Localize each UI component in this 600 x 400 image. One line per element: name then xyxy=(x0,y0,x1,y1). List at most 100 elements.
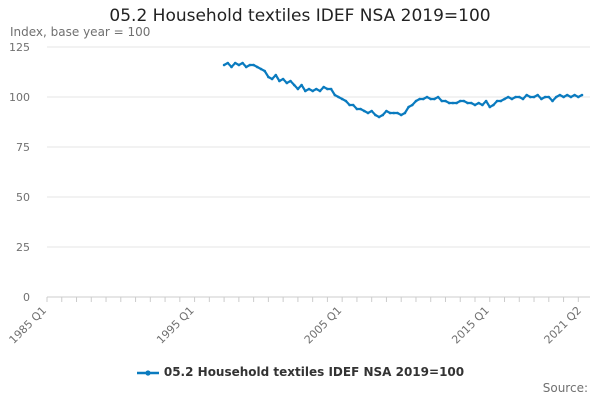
data-point[interactable] xyxy=(529,95,532,99)
data-point[interactable] xyxy=(333,93,337,97)
data-point[interactable] xyxy=(554,95,558,99)
data-point[interactable] xyxy=(348,103,351,107)
data-point[interactable] xyxy=(300,83,303,87)
data-point[interactable] xyxy=(429,97,433,101)
data-point[interactable] xyxy=(473,103,477,107)
data-point[interactable] xyxy=(484,99,488,103)
data-point[interactable] xyxy=(458,99,462,103)
data-point[interactable] xyxy=(233,61,237,65)
data-point[interactable] xyxy=(414,99,418,103)
data-point[interactable] xyxy=(374,113,377,117)
data-point[interactable] xyxy=(366,111,370,115)
data-point[interactable] xyxy=(558,93,562,97)
data-point[interactable] xyxy=(226,61,230,65)
legend[interactable]: 05.2 Household textiles IDEF NSA 2019=10… xyxy=(0,365,600,379)
data-point[interactable] xyxy=(477,101,481,105)
data-point[interactable] xyxy=(296,87,300,91)
data-point[interactable] xyxy=(403,111,407,115)
data-point[interactable] xyxy=(551,99,554,103)
data-point[interactable] xyxy=(447,101,451,105)
data-point[interactable] xyxy=(337,95,340,99)
data-point[interactable] xyxy=(440,99,444,103)
data-point[interactable] xyxy=(285,81,289,85)
data-point[interactable] xyxy=(392,111,396,115)
data-point[interactable] xyxy=(259,67,263,71)
data-point[interactable] xyxy=(466,101,469,105)
data-point[interactable] xyxy=(230,65,233,69)
data-point[interactable] xyxy=(267,75,270,79)
data-point[interactable] xyxy=(518,95,521,99)
data-point[interactable] xyxy=(388,111,392,115)
data-point[interactable] xyxy=(274,73,278,77)
data-point[interactable] xyxy=(451,101,455,105)
data-point[interactable] xyxy=(248,63,252,67)
data-point[interactable] xyxy=(525,93,528,97)
data-point[interactable] xyxy=(363,109,366,113)
data-point[interactable] xyxy=(241,61,244,65)
data-point[interactable] xyxy=(565,93,569,97)
data-point[interactable] xyxy=(396,111,399,115)
data-point[interactable] xyxy=(377,115,381,119)
data-point[interactable] xyxy=(433,97,436,101)
data-point[interactable] xyxy=(580,93,584,97)
data-point[interactable] xyxy=(326,87,329,91)
data-point[interactable] xyxy=(499,99,503,103)
data-point[interactable] xyxy=(289,79,292,83)
data-point[interactable] xyxy=(411,103,414,107)
data-point[interactable] xyxy=(304,89,307,93)
data-point[interactable] xyxy=(577,95,580,99)
data-point[interactable] xyxy=(481,103,484,107)
data-point[interactable] xyxy=(573,93,576,97)
data-point[interactable] xyxy=(381,113,385,117)
data-point[interactable] xyxy=(263,69,267,73)
data-point[interactable] xyxy=(503,97,506,101)
data-point[interactable] xyxy=(462,99,466,103)
data-point[interactable] xyxy=(355,107,359,111)
data-point[interactable] xyxy=(344,99,348,103)
data-point[interactable] xyxy=(547,95,551,99)
data-point[interactable] xyxy=(278,79,281,83)
data-point[interactable] xyxy=(307,87,311,91)
data-point[interactable] xyxy=(506,95,510,99)
data-point[interactable] xyxy=(521,97,525,101)
data-point[interactable] xyxy=(270,77,274,81)
gridlines xyxy=(47,46,590,298)
data-point[interactable] xyxy=(351,103,355,107)
data-point[interactable] xyxy=(281,77,285,81)
data-point[interactable] xyxy=(340,97,344,101)
data-point[interactable] xyxy=(455,101,458,105)
data-point[interactable] xyxy=(425,95,429,99)
data-point[interactable] xyxy=(543,95,547,99)
data-point[interactable] xyxy=(540,97,543,101)
data-point[interactable] xyxy=(292,83,296,87)
data-point[interactable] xyxy=(510,97,514,101)
data-point[interactable] xyxy=(488,105,492,109)
data-point[interactable] xyxy=(222,63,226,67)
data-point[interactable] xyxy=(311,89,315,93)
data-point[interactable] xyxy=(244,65,248,69)
data-point[interactable] xyxy=(470,101,473,105)
data-point[interactable] xyxy=(322,85,326,89)
data-point[interactable] xyxy=(370,109,374,113)
data-point[interactable] xyxy=(418,97,422,101)
data-point[interactable] xyxy=(492,103,495,107)
data-point[interactable] xyxy=(569,95,573,99)
data-point[interactable] xyxy=(237,63,241,67)
data-point[interactable] xyxy=(444,99,447,103)
data-point[interactable] xyxy=(514,95,517,99)
data-point[interactable] xyxy=(315,87,318,91)
data-point[interactable] xyxy=(436,95,440,99)
data-point[interactable] xyxy=(399,113,403,117)
data-point[interactable] xyxy=(536,93,539,97)
data-point[interactable] xyxy=(422,97,425,101)
data-point[interactable] xyxy=(318,89,322,93)
data-point[interactable] xyxy=(255,65,259,69)
data-point[interactable] xyxy=(252,63,255,67)
data-point[interactable] xyxy=(385,109,388,113)
data-point[interactable] xyxy=(532,95,536,99)
data-point[interactable] xyxy=(562,95,565,99)
data-point[interactable] xyxy=(407,105,410,109)
data-point[interactable] xyxy=(495,99,499,103)
data-point[interactable] xyxy=(359,107,362,111)
data-point[interactable] xyxy=(329,87,333,91)
